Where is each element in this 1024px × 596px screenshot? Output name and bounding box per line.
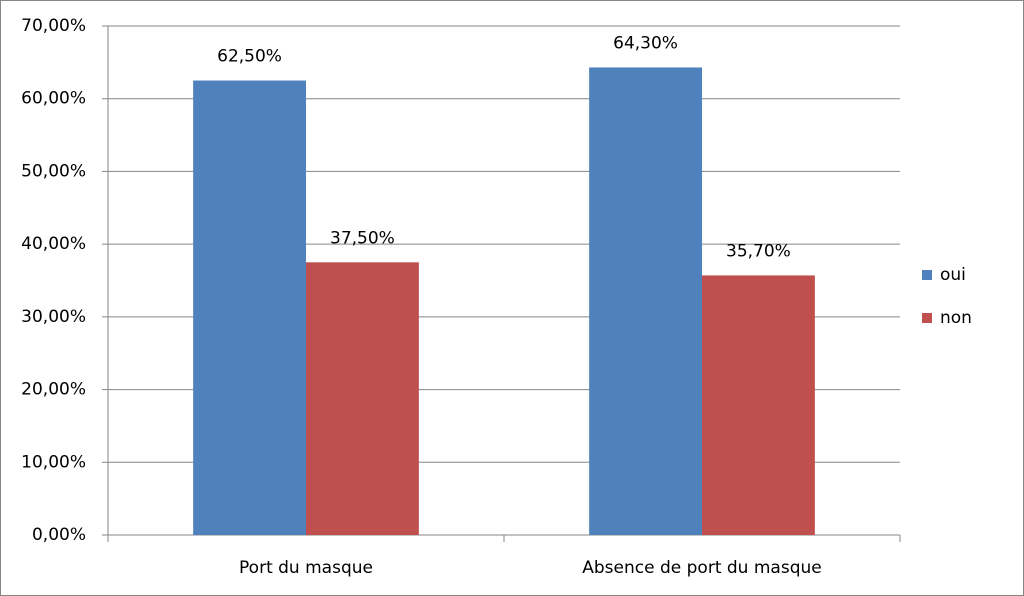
x-tick-label: Absence de port du masque bbox=[582, 558, 821, 578]
bar bbox=[306, 262, 419, 535]
y-tick-label: 0,00% bbox=[32, 525, 86, 545]
data-label: 62,50% bbox=[217, 47, 282, 67]
bar bbox=[193, 80, 306, 536]
legend-label: oui bbox=[940, 265, 966, 285]
bar bbox=[702, 275, 815, 535]
y-tick-label: 70,00% bbox=[21, 16, 86, 36]
x-tick-label: Port du masque bbox=[239, 558, 373, 578]
bar bbox=[589, 67, 702, 535]
y-tick-label: 40,00% bbox=[21, 234, 86, 254]
data-label: 64,30% bbox=[613, 33, 678, 53]
data-label: 37,50% bbox=[330, 228, 395, 248]
y-tick-label: 10,00% bbox=[21, 452, 86, 472]
legend-label: non bbox=[940, 308, 972, 328]
y-tick-label: 60,00% bbox=[21, 89, 86, 109]
y-tick-label: 50,00% bbox=[21, 161, 86, 181]
data-label: 35,70% bbox=[726, 241, 791, 261]
legend-swatch bbox=[922, 313, 932, 323]
legend-swatch bbox=[922, 270, 932, 280]
y-tick-label: 30,00% bbox=[21, 307, 86, 327]
y-tick-label: 20,00% bbox=[21, 380, 86, 400]
